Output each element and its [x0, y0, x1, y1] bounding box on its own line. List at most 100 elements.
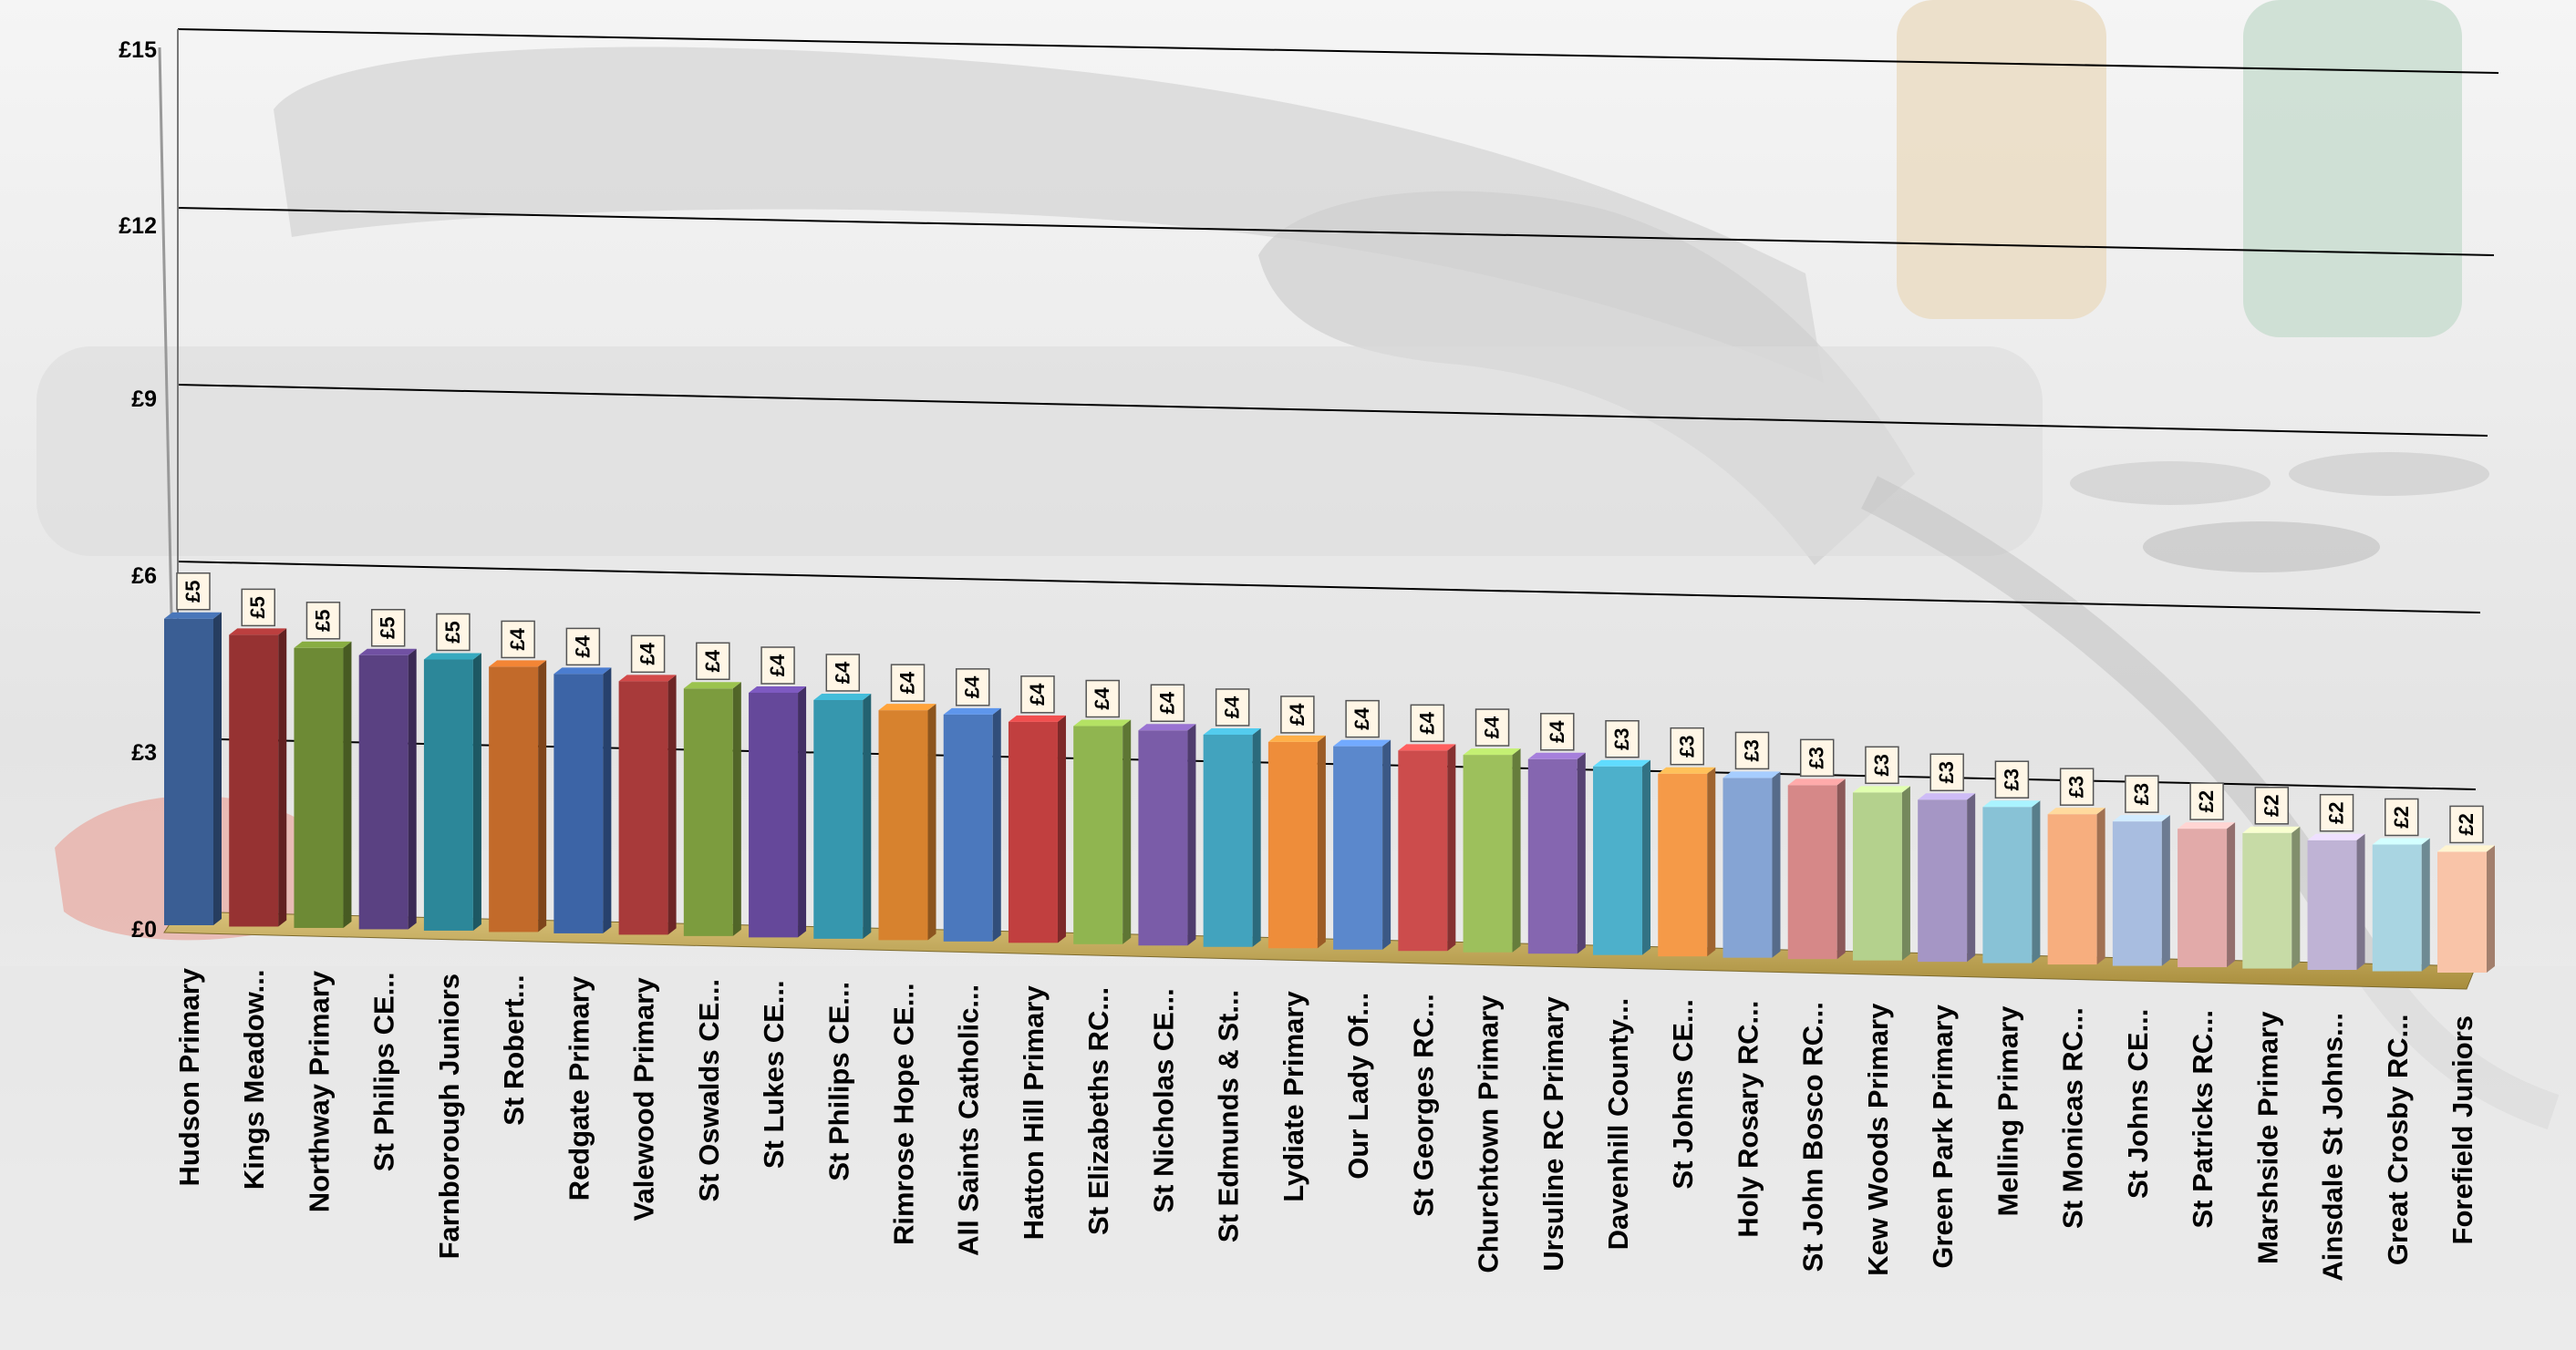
bar-top	[2437, 845, 2495, 852]
bar-side	[1122, 719, 1132, 944]
data-label-text: £4	[1155, 691, 1178, 714]
bar-front	[943, 714, 993, 942]
bar-side	[1382, 739, 1391, 950]
data-label-text: £3	[1675, 735, 1698, 757]
bar-top	[2178, 822, 2236, 830]
bar-top	[1593, 759, 1651, 767]
bar	[683, 682, 741, 936]
x-tick-label: Farnborough Juniors	[433, 974, 465, 1259]
bar-top	[618, 675, 677, 682]
data-label: £2	[2189, 782, 2224, 820]
bar-front	[1203, 734, 1253, 947]
data-label-box	[436, 613, 471, 652]
bar-front	[2437, 851, 2487, 973]
bar	[1398, 744, 1456, 952]
bar	[164, 612, 222, 925]
bar	[2178, 822, 2236, 968]
bar-front	[423, 659, 473, 931]
data-label-text: £3	[1740, 739, 1763, 761]
y-tick-label: £15	[119, 37, 157, 63]
bar-top	[1008, 715, 1066, 722]
data-label-box	[1020, 675, 1055, 714]
bar	[1008, 715, 1066, 943]
data-label-text: £4	[896, 671, 919, 694]
data-label-box	[1929, 753, 1964, 792]
bar-top	[1138, 724, 1196, 731]
bar-front	[2047, 814, 2097, 965]
data-label: £3	[1994, 760, 2030, 799]
data-label-box	[696, 642, 730, 681]
x-tick-label: Kings Meadow...	[238, 969, 270, 1190]
bar-side	[2356, 833, 2365, 971]
bar-top	[2307, 833, 2365, 840]
bar-front	[1463, 755, 1513, 953]
bar	[1982, 800, 2041, 964]
bar	[1527, 752, 1586, 954]
bar-side	[2487, 845, 2495, 973]
data-label-text: £4	[571, 634, 594, 657]
bar-front	[1333, 746, 1383, 950]
bar	[749, 686, 807, 938]
bar-front	[1658, 773, 1708, 957]
data-label-text: £4	[1221, 696, 1244, 718]
bar-side	[1577, 752, 1586, 954]
x-tick-label: St Johns CE...	[1667, 999, 1699, 1189]
x-tick-label: Ainsdale St Johns...	[2317, 1013, 2349, 1282]
bar-top	[1527, 752, 1586, 759]
bar-front	[1918, 799, 1968, 963]
bar-front	[683, 688, 733, 936]
bar-front	[294, 647, 344, 928]
data-label: £4	[501, 620, 535, 659]
data-label: £3	[1734, 731, 1770, 770]
bar-top	[1267, 735, 1326, 742]
data-label-box	[630, 634, 666, 674]
data-label: £4	[1150, 684, 1185, 723]
bar-side	[1642, 759, 1651, 955]
bar-side	[1447, 744, 1456, 952]
x-tick-label: Melling Primary	[1991, 1005, 2023, 1217]
x-tick-label: Redgate Primary	[563, 975, 595, 1201]
bar-top	[2112, 815, 2170, 822]
data-label-box	[760, 646, 795, 685]
data-label-box	[1280, 696, 1315, 734]
data-label-text: £4	[961, 675, 984, 698]
data-label: £3	[2125, 775, 2159, 813]
bar-side	[1836, 778, 1846, 960]
bar-front	[164, 618, 213, 925]
data-label-box	[1865, 746, 1899, 785]
data-label-box	[1410, 704, 1445, 743]
data-label-text: £5	[311, 610, 334, 632]
bar-side	[1187, 724, 1196, 946]
bar	[2437, 845, 2495, 973]
bar-side	[2096, 808, 2105, 965]
data-label-box	[1994, 760, 2030, 799]
bar	[1203, 727, 1261, 947]
x-tick-label: St Philips CE...	[822, 982, 854, 1181]
bar-top	[1982, 800, 2041, 808]
bar-front	[1982, 807, 2033, 964]
bar	[2307, 833, 2365, 971]
bar-top	[553, 667, 612, 675]
bar-front	[553, 674, 604, 933]
x-tick-label: St Oswalds CE...	[693, 979, 725, 1202]
bar	[294, 641, 352, 928]
bar-top	[358, 648, 417, 655]
data-label: £5	[305, 602, 341, 640]
data-label-text: £4	[506, 627, 529, 650]
bar-top	[1463, 748, 1521, 756]
data-label: £3	[1929, 753, 1964, 792]
bar-side	[2292, 826, 2301, 969]
bar-side	[2421, 838, 2430, 972]
bar-side	[343, 641, 352, 928]
bar-front	[1723, 778, 1773, 958]
y-tick-label: £12	[119, 213, 157, 239]
data-label: £4	[955, 668, 990, 706]
gridline-12	[177, 207, 2495, 256]
bar-side	[1901, 786, 1910, 961]
bar-top	[1918, 793, 1976, 800]
bar-top	[1658, 767, 1716, 774]
x-tick-label: St Elizabeths RC...	[1082, 987, 1114, 1235]
bar	[489, 660, 547, 933]
x-tick-label: Green Park Primary	[1927, 1004, 1959, 1268]
data-label-text: £2	[2260, 795, 2282, 817]
